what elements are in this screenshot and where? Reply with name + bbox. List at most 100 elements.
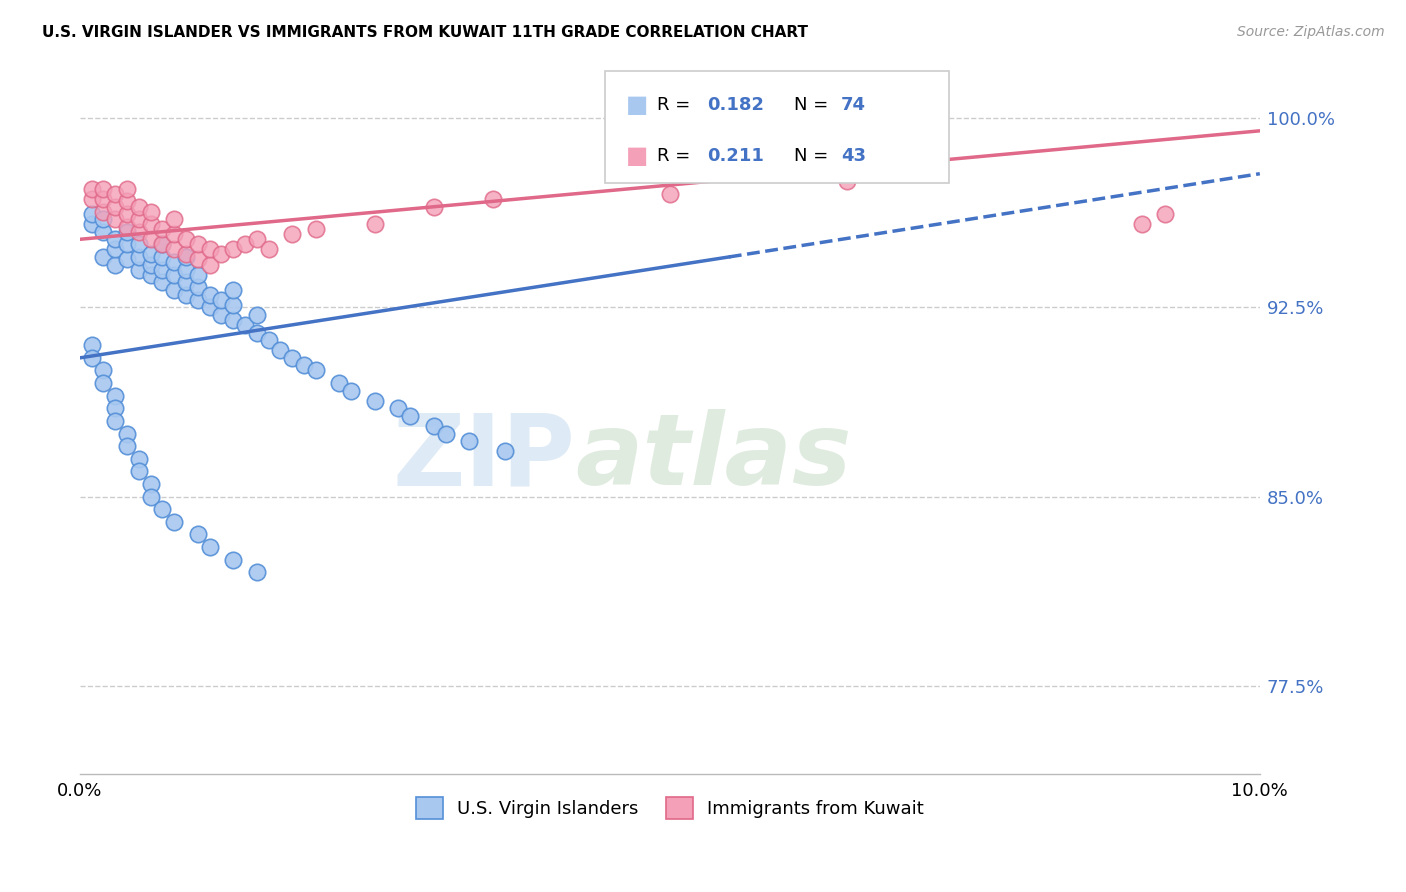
Point (174, 247, 197, 261)
Text: N =: N = (794, 147, 834, 165)
Point (128, 237, 150, 252)
Point (93, 192, 115, 206)
Point (187, 527, 209, 541)
Point (835, 174, 858, 188)
Point (115, 237, 138, 252)
Point (128, 451, 150, 466)
Point (482, 192, 505, 206)
Point (163, 212, 186, 227)
Point (115, 219, 138, 234)
Point (115, 439, 138, 453)
Point (80, 338, 103, 352)
Point (152, 262, 174, 277)
Point (139, 247, 162, 261)
Point (152, 222, 174, 236)
Point (80, 351, 103, 365)
Point (364, 217, 387, 231)
Point (187, 252, 209, 267)
Point (115, 194, 138, 209)
Point (139, 268, 162, 282)
Point (211, 247, 233, 261)
Point (115, 182, 138, 196)
Point (80, 207, 103, 221)
Point (222, 283, 245, 297)
Point (152, 237, 174, 252)
Point (80, 217, 103, 231)
Point (152, 275, 174, 289)
Point (658, 186, 681, 201)
Text: 0.182: 0.182 (707, 95, 765, 113)
Point (139, 204, 162, 219)
Point (222, 298, 245, 312)
Point (104, 258, 127, 272)
Point (423, 419, 446, 434)
Point (163, 255, 186, 269)
Point (115, 252, 138, 267)
Point (93, 204, 115, 219)
Text: 43: 43 (841, 147, 866, 165)
Point (128, 262, 150, 277)
Point (257, 333, 280, 347)
Point (292, 359, 315, 373)
Point (80, 192, 103, 206)
Point (104, 186, 127, 201)
Point (305, 363, 328, 377)
Point (494, 444, 516, 458)
Point (163, 515, 186, 529)
Point (152, 502, 174, 516)
Point (174, 275, 197, 289)
Point (198, 287, 221, 301)
Point (198, 301, 221, 315)
Point (211, 293, 233, 307)
Point (233, 237, 256, 252)
Point (93, 182, 115, 196)
Point (104, 389, 127, 403)
Point (163, 283, 186, 297)
Text: R =: R = (657, 147, 696, 165)
Point (128, 200, 150, 214)
Point (115, 207, 138, 221)
Point (434, 426, 457, 441)
Point (364, 393, 387, 408)
Point (187, 293, 209, 307)
Point (93, 212, 115, 227)
Point (198, 243, 221, 257)
Point (104, 414, 127, 428)
Point (246, 308, 269, 322)
Point (152, 250, 174, 264)
Point (139, 490, 162, 504)
Point (174, 250, 197, 264)
Point (211, 308, 233, 322)
Point (93, 250, 115, 264)
Point (1130, 217, 1153, 231)
Point (93, 376, 115, 390)
Text: N =: N = (794, 95, 834, 113)
Point (93, 225, 115, 239)
Point (174, 232, 197, 246)
Point (128, 464, 150, 478)
Point (104, 200, 127, 214)
Point (1154, 207, 1177, 221)
Point (387, 401, 409, 416)
Point (104, 243, 127, 257)
Point (152, 237, 174, 252)
Point (222, 552, 245, 566)
Point (139, 258, 162, 272)
Text: ■: ■ (626, 93, 648, 117)
Point (281, 227, 304, 242)
Point (163, 227, 186, 242)
Point (340, 384, 363, 398)
Point (305, 222, 328, 236)
Point (93, 363, 115, 377)
Point (423, 200, 446, 214)
Point (174, 262, 197, 277)
Point (104, 232, 127, 246)
Point (174, 287, 197, 301)
Point (163, 243, 186, 257)
Point (104, 401, 127, 416)
Point (187, 268, 209, 282)
Text: Source: ZipAtlas.com: Source: ZipAtlas.com (1237, 25, 1385, 39)
Point (269, 343, 291, 358)
Point (399, 409, 422, 423)
Legend: U.S. Virgin Islanders, Immigrants from Kuwait: U.S. Virgin Islanders, Immigrants from K… (409, 789, 931, 826)
